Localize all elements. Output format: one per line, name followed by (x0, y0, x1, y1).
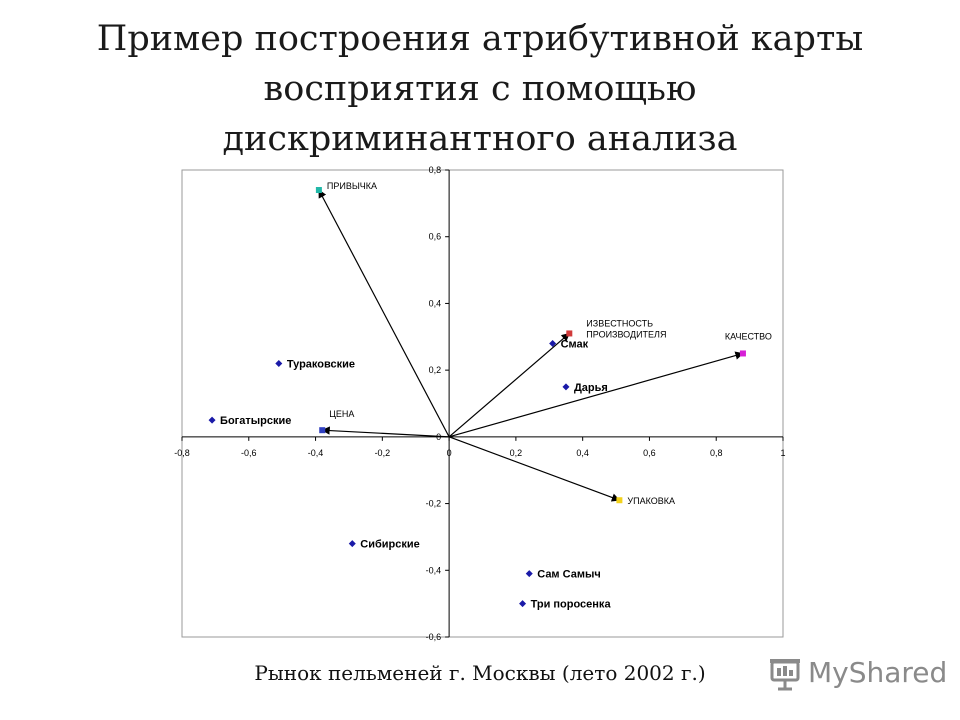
y-tick-label: 0,2 (429, 365, 442, 375)
plot-area-frame (181, 169, 784, 638)
attribute-marker (315, 187, 322, 194)
brand-point-label: Три поросенка (531, 599, 612, 611)
attribute-label: ИЗВЕСТНОСТЬ ПРОИЗВОДИТЕЛЯ (586, 318, 666, 339)
y-tick-label: -0,4 (426, 565, 442, 575)
attribute-label-line: УПАКОВКА (627, 496, 675, 506)
attribute-marker (319, 427, 326, 434)
attribute-label: УПАКОВКА (627, 496, 675, 506)
attribute-label: КАЧЕСТВО (725, 331, 772, 341)
brand-point-marker (519, 600, 527, 608)
x-tick-label: -0,4 (308, 448, 324, 458)
attribute-label: ЦЕНА (329, 409, 354, 419)
attribute-marker (566, 330, 573, 337)
y-tick-label: -0,2 (426, 499, 442, 509)
x-tick-label: -0,6 (241, 448, 257, 458)
attribute-vector-arrow (318, 189, 450, 438)
axes (182, 170, 783, 637)
attribute-vector-arrow (448, 351, 744, 438)
site-logo[interactable]: MyShared (768, 654, 947, 694)
x-tick-label: 1 (780, 448, 785, 458)
brand-point-label: Смак (561, 338, 589, 350)
x-tick-label: -0,2 (375, 448, 391, 458)
y-tick-label: -0,6 (426, 632, 442, 642)
brand-point-marker (525, 570, 533, 578)
x-tick-label: 0,2 (510, 448, 523, 458)
brand-point-marker (562, 383, 570, 391)
brand-point-marker (348, 540, 356, 548)
logo-text: MyShared (808, 656, 948, 689)
attribute-label-line: ПРИВЫЧКА (327, 181, 377, 191)
attribute-label-line: КАЧЕСТВО (725, 331, 772, 341)
attribute-vectors: ПРИВЫЧКА ИЗВЕСТНОСТЬ ПРОИЗВОДИТЕЛЯ КАЧЕСТВО… (315, 181, 772, 506)
x-tick-label: -0,8 (174, 448, 190, 458)
tick-marks: -0,8 -0,6 -0,4 -0,2 0 0,2 0,4 0,6 0,8 1 -0,6 -0,4 -0… (174, 165, 785, 642)
brand-point-label: Сам Самыч (537, 569, 601, 581)
title-line: дискриминантного анализа (222, 119, 738, 159)
chart-caption: Рынок пельменей г. Москвы (лето 2002 г.) (254, 661, 706, 685)
brand-point-label: Дарья (574, 382, 608, 394)
attribute-vector-arrow (448, 436, 621, 502)
attribute-vector-arrow (321, 426, 450, 438)
presentation-board-icon (770, 659, 800, 691)
brand-points: Тураковские Богатырские Сибирские Смак Дарья… (208, 338, 612, 611)
brand-point-marker (549, 339, 557, 347)
attribute-marker (616, 497, 623, 504)
brand-point-label: Тураковские (287, 358, 355, 370)
x-tick-label: 0 (447, 448, 452, 458)
brand-point-label: Богатырские (220, 415, 291, 427)
slide-title: Пример построения атрибутивной карты вос… (0, 14, 960, 164)
attribute-marker (739, 350, 746, 357)
x-tick-label: 0,8 (710, 448, 723, 458)
brand-point-marker (275, 359, 283, 367)
attribute-label-line: ЦЕНА (329, 409, 354, 419)
x-tick-label: 0,6 (643, 448, 656, 458)
brand-point-label: Сибирские (360, 539, 420, 551)
attribute-label-line: ИЗВЕСТНОСТЬ (586, 318, 653, 328)
x-tick-label: 0,4 (576, 448, 589, 458)
attribute-label: ПРИВЫЧКА (327, 181, 377, 191)
y-tick-label: 0,8 (429, 165, 442, 175)
title-line: восприятия с помощью (263, 69, 697, 109)
title-line: Пример построения атрибутивной карты (96, 19, 864, 59)
attribute-vector-arrow (448, 332, 570, 438)
y-tick-label: 0,6 (429, 232, 442, 242)
y-tick-label: 0,4 (429, 298, 442, 308)
brand-point-marker (208, 416, 216, 424)
attribute-label-line: ПРОИЗВОДИТЕЛЯ (586, 329, 666, 339)
